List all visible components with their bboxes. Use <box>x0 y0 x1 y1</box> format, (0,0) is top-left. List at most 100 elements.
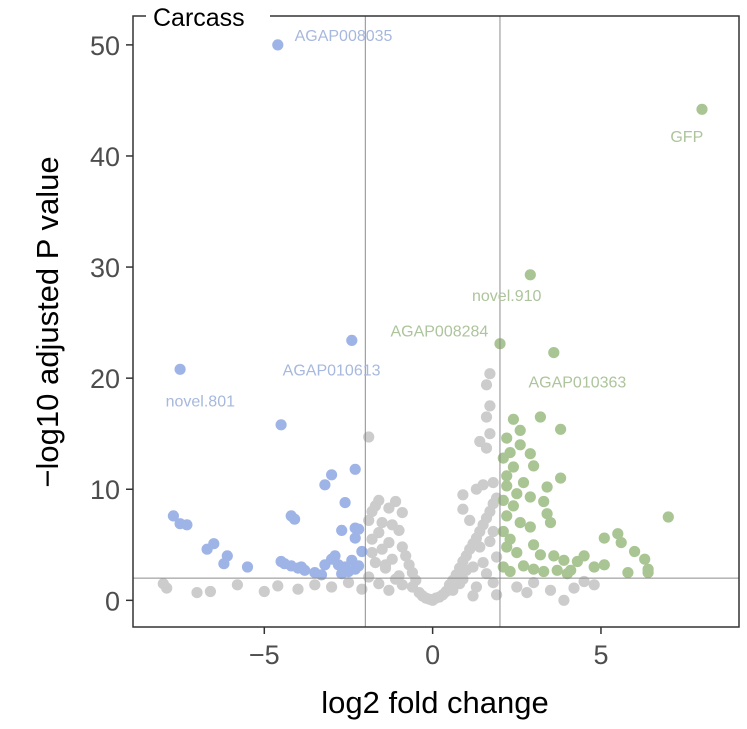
data-point-up <box>548 347 560 359</box>
data-point-up <box>534 411 547 423</box>
data-point-up <box>517 560 530 572</box>
data-point-up <box>588 561 600 573</box>
data-point-up <box>541 481 553 493</box>
data-point-down <box>353 523 365 535</box>
data-point-ns <box>454 578 466 590</box>
data-point-up <box>497 525 509 538</box>
data-point-ns <box>231 579 243 591</box>
data-point-down <box>336 524 348 537</box>
data-point-up <box>565 564 577 576</box>
data-point-ns <box>467 590 479 602</box>
data-point-up <box>598 559 610 571</box>
data-point-up <box>511 488 523 500</box>
data-point-up <box>507 500 519 512</box>
data-point-ns <box>376 517 388 529</box>
data-point-up <box>504 447 516 459</box>
x-tick-label: −5 <box>249 640 280 670</box>
data-point-ns <box>363 514 375 527</box>
data-point-down <box>167 510 179 522</box>
data-point-ns <box>474 541 486 553</box>
data-point-ns <box>588 579 600 591</box>
y-tick-label: 50 <box>90 31 120 61</box>
data-point-down <box>201 543 213 555</box>
data-point-up <box>528 539 540 551</box>
data-point-up <box>501 510 513 522</box>
data-point-up <box>504 565 516 578</box>
data-point-ns <box>457 489 469 501</box>
data-point-ns <box>487 577 499 589</box>
data-point-ns <box>477 557 489 569</box>
data-point-up <box>551 564 563 576</box>
data-point-ns <box>396 541 408 553</box>
data-point-ns <box>480 442 493 454</box>
data-point-up <box>501 480 513 492</box>
data-point-ns <box>477 479 489 491</box>
data-point-ns <box>393 524 405 537</box>
gene-label: AGAP008284 <box>390 323 488 340</box>
data-point-ns <box>363 571 375 583</box>
data-point-ns <box>484 535 496 548</box>
data-point-ns <box>558 594 570 606</box>
plot-panel-border <box>132 15 740 628</box>
data-point-ns <box>366 533 378 545</box>
data-point-ns <box>400 550 412 562</box>
data-point-ns <box>406 581 418 593</box>
data-point-down <box>319 479 331 491</box>
data-point-up <box>639 553 651 565</box>
x-tick-label: 0 <box>425 640 440 670</box>
data-point-down <box>275 419 287 431</box>
data-point-ns <box>491 551 503 563</box>
data-point-up <box>538 495 550 508</box>
data-point-ns <box>363 431 375 443</box>
data-point-up <box>696 103 708 115</box>
y-tick-label: 10 <box>90 475 120 505</box>
data-point-ns <box>373 578 385 590</box>
data-point-ns <box>470 581 482 593</box>
data-point-down <box>315 569 328 581</box>
data-point-down <box>299 564 311 576</box>
data-point-ns <box>528 577 540 589</box>
data-point-down <box>218 558 230 570</box>
data-point-down <box>356 545 368 558</box>
data-point-up <box>501 541 513 553</box>
gene-label: GFP <box>670 129 703 146</box>
data-point-up <box>548 550 560 562</box>
data-point-down <box>339 497 351 509</box>
data-point-ns <box>379 559 392 571</box>
data-point-up <box>534 549 547 561</box>
data-point-ns <box>464 514 476 527</box>
data-point-ns <box>258 585 270 598</box>
data-point-ns <box>383 502 395 514</box>
data-point-up <box>598 532 610 544</box>
data-point-ns <box>342 577 355 589</box>
data-point-up <box>528 460 540 472</box>
data-point-down <box>174 363 186 375</box>
data-point-up <box>538 565 550 578</box>
data-point-up <box>578 550 590 562</box>
data-point-up <box>501 432 513 444</box>
data-point-ns <box>544 584 557 596</box>
data-point-ns <box>326 581 338 593</box>
y-tick-label: 0 <box>105 586 120 616</box>
data-point-up <box>524 491 536 503</box>
data-point-ns <box>511 581 523 593</box>
data-point-ns <box>487 477 499 489</box>
gene-label: AGAP008035 <box>295 28 393 45</box>
data-point-up <box>514 439 526 451</box>
data-point-up <box>514 424 526 436</box>
data-point-up <box>524 448 536 460</box>
data-point-ns <box>480 411 493 423</box>
data-point-down <box>289 513 301 525</box>
panel-title: Carcass <box>153 4 245 32</box>
y-tick-label: 40 <box>90 142 120 172</box>
data-point-up <box>622 567 634 579</box>
data-point-ns <box>366 547 378 559</box>
data-point-down <box>326 469 338 481</box>
data-point-up <box>612 528 624 540</box>
data-point-ns <box>390 573 402 585</box>
data-point-up <box>615 537 627 549</box>
gene-label: novel.910 <box>472 288 541 305</box>
data-point-up <box>507 413 519 425</box>
data-point-up <box>507 461 519 473</box>
